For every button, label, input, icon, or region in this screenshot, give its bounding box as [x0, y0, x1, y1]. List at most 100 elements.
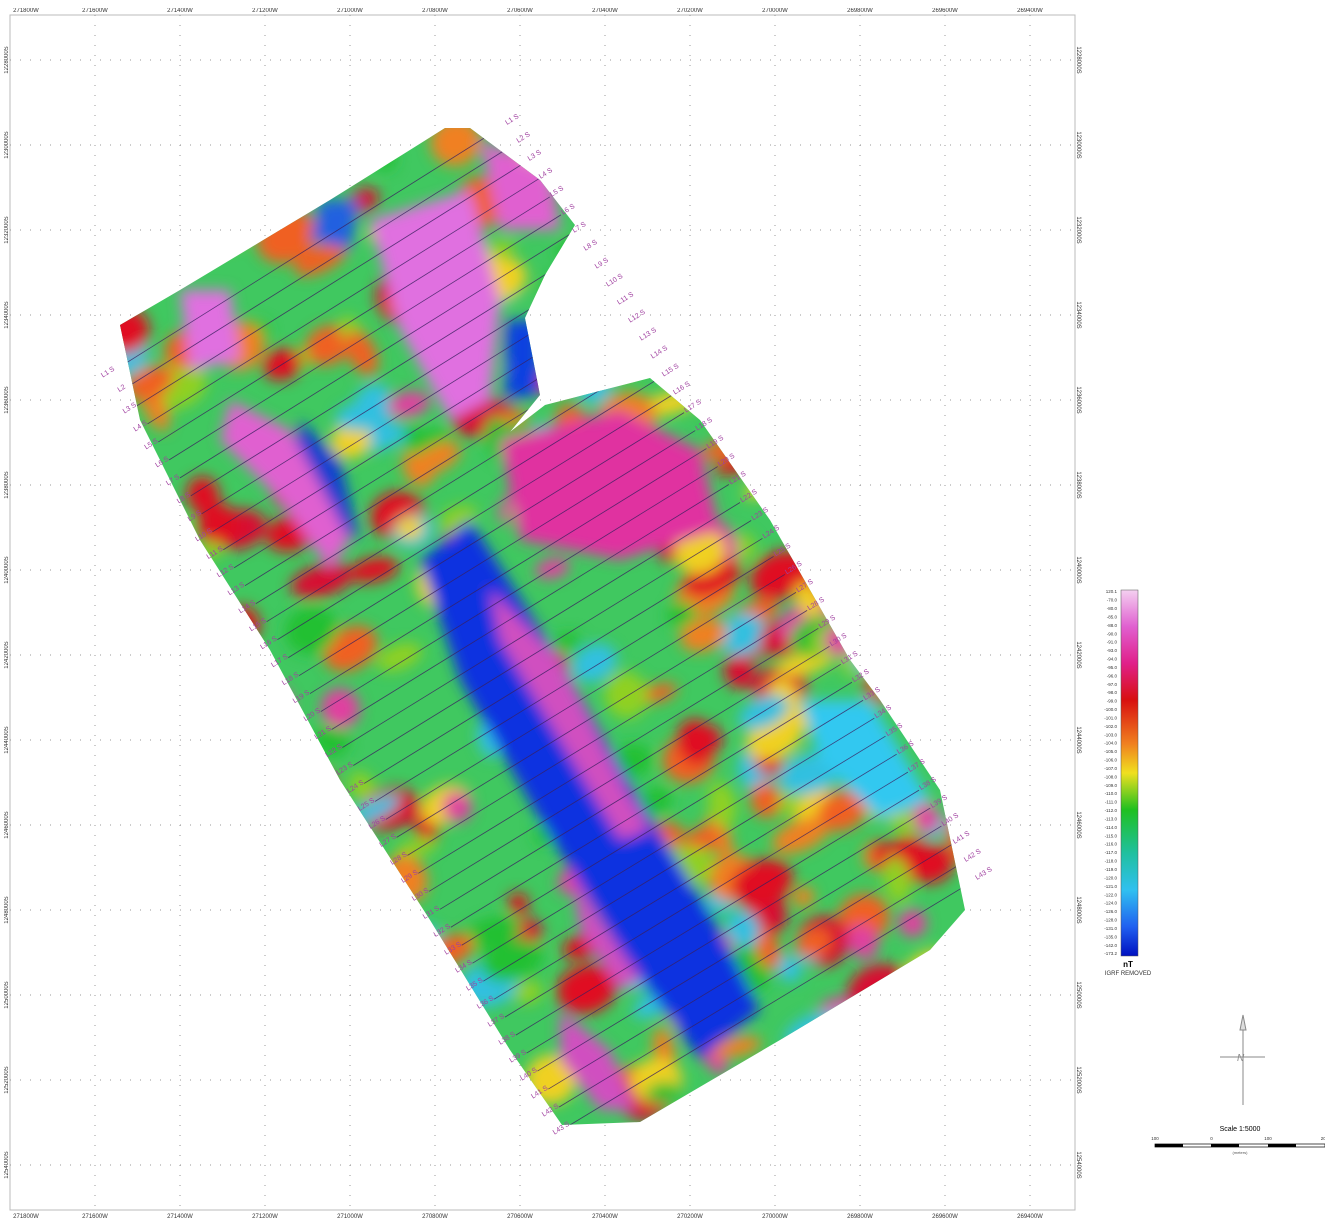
legend-bar: [1121, 590, 1138, 956]
anomaly-blob: [697, 1079, 771, 1141]
anomaly-blob: [432, 1018, 489, 1057]
anomaly-blob: [349, 1105, 387, 1149]
anomaly-blob: [852, 615, 920, 673]
anomaly-blob: [943, 1023, 997, 1080]
anomaly-blob: [805, 204, 832, 230]
survey-area: [81, 95, 1000, 1150]
anomaly-blob: [846, 232, 903, 292]
x-label-top: 269600W: [932, 8, 958, 14]
anomaly-blob: [238, 1071, 306, 1126]
anomaly-blob: [164, 200, 199, 242]
anomaly-blob: [933, 559, 982, 615]
anomaly-blob: [297, 984, 363, 1036]
y-label-right: 1254000S: [1075, 1151, 1081, 1178]
anomaly-blob: [942, 945, 980, 1000]
anomaly-blob: [420, 1004, 452, 1042]
anomaly-blob: [228, 945, 292, 1007]
anomaly-blob: [181, 724, 237, 762]
anomaly-blob: [120, 539, 169, 571]
anomaly-blob: [876, 352, 926, 382]
line-label-end: L41 S: [952, 830, 972, 846]
anomaly-blob: [690, 1080, 759, 1141]
x-label-top: 270200W: [677, 8, 703, 14]
legend-label: -119.0: [1105, 867, 1118, 872]
line-label-end: L14 S: [650, 345, 670, 361]
anomaly-blob: [913, 456, 981, 517]
anomaly-blob: [956, 205, 994, 252]
x-label-bottom: 270200W: [677, 1214, 703, 1220]
anomaly-blob: [613, 200, 646, 243]
anomaly-blob: [286, 118, 319, 155]
y-label-right: 1240000S: [1075, 556, 1081, 583]
x-label-bottom: 271000W: [337, 1214, 363, 1220]
anomaly-blob: [835, 245, 892, 285]
y-label-left: 1244000S: [4, 726, 10, 753]
anomaly-blob: [924, 180, 956, 206]
legend-label: -94.0: [1107, 657, 1118, 662]
anomaly-blob: [872, 666, 932, 699]
anomaly-blob: [864, 283, 912, 324]
anomaly-blob: [821, 285, 883, 338]
anomaly-blob: [829, 504, 874, 561]
anomaly-blob: [214, 982, 255, 1024]
anomaly-blob: [949, 310, 977, 340]
anomaly-blob: [927, 399, 992, 462]
y-label-left: 1254000S: [4, 1151, 10, 1178]
line-label-end: L2 S: [516, 131, 532, 145]
anomaly-blob: [215, 727, 276, 779]
scale-bar: Scale 1:5000 (meters) 1000100200300: [1151, 1126, 1325, 1155]
anomaly-blob: [921, 354, 964, 381]
legend-label: -117.0: [1105, 850, 1118, 855]
line-label-end: L16 S: [672, 381, 692, 397]
scale-title: Scale 1:5000: [1220, 1126, 1261, 1133]
anomaly-blob: [795, 337, 847, 391]
anomaly-blob: [914, 121, 974, 169]
anomaly-blob: [825, 461, 858, 493]
anomaly-blob: [873, 1020, 904, 1072]
anomaly-blob: [217, 653, 270, 713]
x-label-bottom: 269800W: [847, 1214, 873, 1220]
anomaly-feature: [180, 290, 240, 370]
anomaly-blob: [99, 666, 154, 703]
anomaly-blob: [910, 163, 947, 195]
anomaly-blob: [926, 542, 974, 588]
anomaly-blob: [845, 1030, 888, 1077]
line-label-end: L11 S: [616, 291, 635, 307]
line-label-end: L4 S: [538, 167, 554, 181]
anomaly-blob: [296, 962, 358, 1010]
legend: nT IGRF REMOVED 120.1-70.0-80.0-85.0-88.…: [1104, 589, 1152, 977]
anomaly-blob: [224, 843, 271, 890]
legend-label: -142.0: [1104, 943, 1117, 948]
legend-label: -120.0: [1104, 875, 1117, 880]
anomaly-blob: [957, 646, 996, 688]
anomaly-blob: [853, 485, 919, 545]
legend-label: -126.0: [1104, 909, 1117, 914]
scale-tick: 100: [1264, 1136, 1272, 1141]
legend-label: -101.0: [1104, 715, 1117, 720]
anomaly-blob: [436, 1074, 476, 1103]
y-label-left: 1236000S: [4, 386, 10, 413]
legend-label: -104.0: [1104, 741, 1117, 746]
line-label-end: L7 S: [571, 221, 587, 235]
scale-unit: (meters): [1233, 1150, 1249, 1155]
y-label-right: 1250000S: [1075, 981, 1081, 1008]
anomaly-blob: [671, 328, 709, 360]
anomaly-blob: [222, 684, 251, 713]
anomaly-blob: [758, 171, 795, 224]
anomaly-blob: [823, 396, 889, 457]
anomaly-blob: [106, 550, 175, 604]
anomaly-blob: [869, 151, 926, 195]
anomaly-blob: [207, 224, 248, 252]
y-label-right: 1248000S: [1075, 896, 1081, 923]
legend-label: -107.0: [1104, 766, 1117, 771]
legend-unit: nT: [1123, 960, 1133, 969]
line-label-end: L5 S: [549, 185, 565, 199]
x-label-bottom: 271200W: [252, 1214, 278, 1220]
anomaly-blob: [934, 209, 990, 258]
north-arrow: N: [1220, 1015, 1265, 1105]
y-label-right: 1252000S: [1075, 1066, 1081, 1093]
legend-label: -70.0: [1107, 598, 1118, 603]
anomaly-blob: [449, 1101, 485, 1129]
legend-label: -88.0: [1107, 623, 1118, 628]
anomaly-blob: [253, 116, 307, 170]
